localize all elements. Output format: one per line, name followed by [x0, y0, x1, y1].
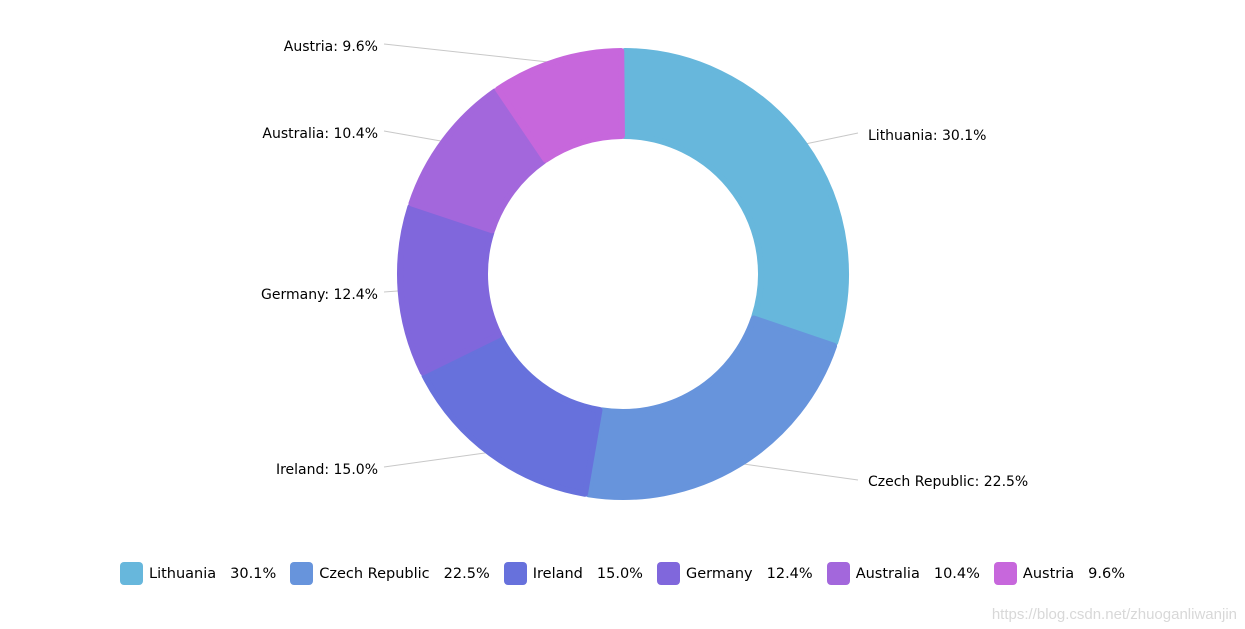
- leader-line: [383, 43, 558, 64]
- legend-item-austria[interactable]: Austria 9.6%: [993, 562, 1125, 585]
- leader-line: [383, 130, 446, 143]
- legend-item-germany[interactable]: Germany 12.4%: [656, 562, 813, 585]
- slice-label-lithuania: Lithuania: 30.1%: [868, 128, 987, 144]
- legend-label: Germany: [685, 565, 753, 582]
- legend-label: Czech Republic: [319, 565, 430, 582]
- legend-swatch: [290, 562, 314, 585]
- legend-label: Austria: [1022, 565, 1075, 582]
- legend-item-lithuania[interactable]: Lithuania 30.1%: [120, 562, 276, 585]
- slice-ireland[interactable]: [421, 333, 603, 497]
- slice-australia[interactable]: [408, 88, 547, 234]
- legend-value: 22.5%: [443, 565, 490, 582]
- legend-swatch: [993, 562, 1017, 585]
- legend-value: 30.1%: [230, 565, 277, 582]
- legend-label: Australia: [855, 565, 920, 582]
- slice-label-austria: Austria: 9.6%: [284, 39, 378, 55]
- slice-austria[interactable]: [494, 48, 625, 163]
- leader-line: [383, 451, 493, 468]
- legend-value: 15.0%: [596, 565, 643, 582]
- slice-lithuania[interactable]: [621, 48, 849, 346]
- slice-label-czech-republic: Czech Republic: 22.5%: [868, 474, 1028, 490]
- legend-value: 12.4%: [766, 565, 813, 582]
- watermark: https://blog.csdn.net/zhuoganliwanjin: [991, 606, 1237, 623]
- slice-label-ireland: Ireland: 15.0%: [276, 462, 378, 478]
- legend-item-australia[interactable]: Australia 10.4%: [826, 562, 980, 585]
- slice-czech-republic[interactable]: [585, 315, 838, 500]
- legend-swatch: [656, 562, 680, 585]
- chart-legend: Lithuania 30.1% Czech Republic 22.5% Irela…: [0, 562, 1245, 585]
- legend-label: Lithuania: [149, 565, 217, 582]
- legend-item-czech-republic[interactable]: Czech Republic 22.5%: [290, 562, 490, 585]
- legend-label: Ireland: [532, 565, 583, 582]
- leader-line: [737, 462, 859, 481]
- slice-label-australia: Australia: 10.4%: [262, 126, 378, 142]
- legend-value: 10.4%: [933, 565, 980, 582]
- slice-germany[interactable]: [397, 203, 503, 376]
- legend-item-ireland[interactable]: Ireland 15.0%: [503, 562, 643, 585]
- leader-line: [802, 132, 859, 146]
- legend-swatch: [826, 562, 850, 585]
- legend-swatch: [503, 562, 527, 585]
- legend-value: 9.6%: [1088, 565, 1125, 582]
- slice-label-germany: Germany: 12.4%: [261, 287, 378, 303]
- legend-swatch: [120, 562, 143, 585]
